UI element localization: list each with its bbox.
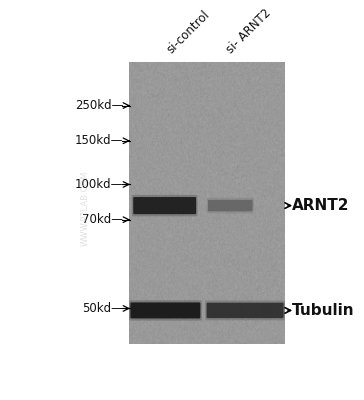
Text: 150kd—: 150kd—	[75, 134, 123, 147]
Text: 250kd—: 250kd—	[75, 99, 123, 112]
Text: si- ARNT2: si- ARNT2	[224, 6, 274, 56]
Text: WWW.PTLAB.COM: WWW.PTLAB.COM	[80, 170, 90, 246]
Text: si-control: si-control	[165, 8, 213, 56]
FancyBboxPatch shape	[207, 198, 254, 214]
FancyBboxPatch shape	[129, 300, 202, 320]
FancyBboxPatch shape	[205, 300, 285, 320]
Text: Tubulin: Tubulin	[292, 303, 355, 318]
FancyBboxPatch shape	[207, 303, 284, 318]
FancyBboxPatch shape	[133, 197, 196, 214]
Text: 100kd—: 100kd—	[75, 178, 123, 191]
Text: 70kd—: 70kd—	[82, 213, 123, 226]
Text: ARNT2: ARNT2	[292, 198, 350, 213]
FancyBboxPatch shape	[208, 200, 253, 211]
FancyBboxPatch shape	[132, 195, 198, 216]
FancyBboxPatch shape	[130, 302, 200, 318]
Text: 50kd—: 50kd—	[82, 302, 123, 315]
